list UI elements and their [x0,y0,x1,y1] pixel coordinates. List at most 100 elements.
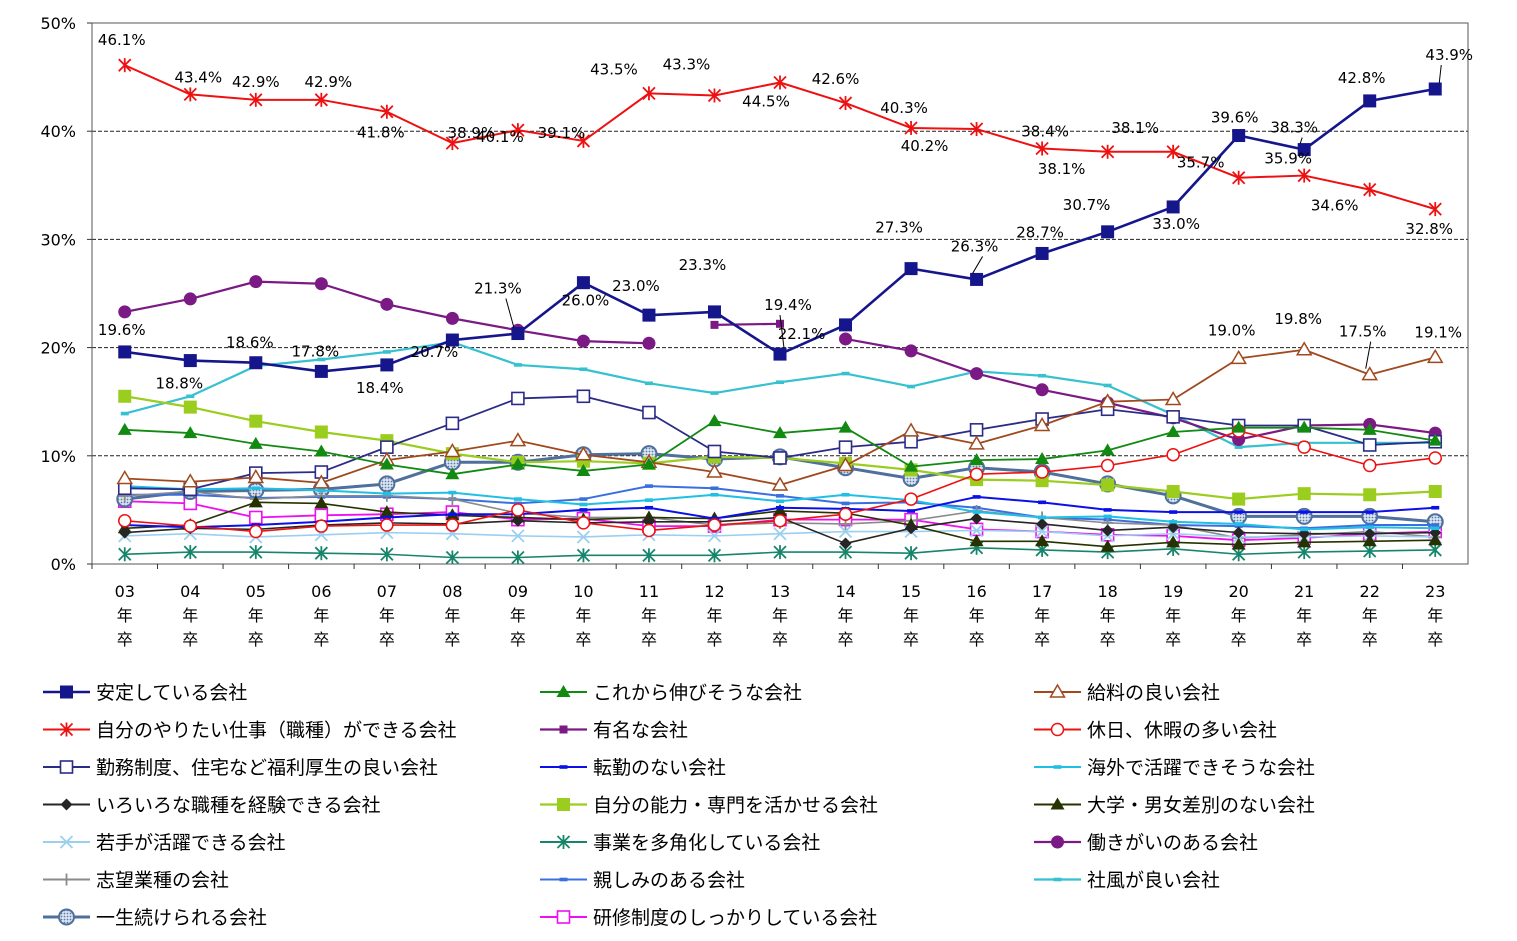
series-1-point-22 [1362,422,1377,435]
xtick-label-11-grad: 卒 [641,630,657,649]
series-12-point-12 [707,529,722,543]
series-0-point-17 [1035,246,1049,260]
series-5-point-18 [1100,458,1115,473]
data-label-3-15: 40.3% [880,99,928,117]
series-5-point-05 [249,524,263,539]
legend-marker-7 [559,765,568,769]
data-label-0-11: 23.0% [612,277,660,295]
legend-item-16: 親しみのある会社 [540,870,745,892]
xtick-label-13-grad: 卒 [772,630,788,649]
xtick-label-22-grad: 卒 [1362,630,1378,649]
series-0-point-05 [249,356,263,370]
series-9-point-18 [1101,524,1114,537]
legend-item-13: 事業を多角化している会社 [540,832,820,854]
series-17-point-03 [120,411,129,416]
series-11-point-13 [773,503,787,516]
series-6-point-10 [576,389,591,404]
legend-marker-11 [1050,797,1065,810]
series-14-point-08 [445,311,459,325]
data-label-0-20: 39.6% [1211,109,1259,127]
series-13-point-15 [904,546,918,561]
series-8-point-09 [513,497,522,501]
series-12-point-19 [1166,527,1180,541]
data-label-0-14: 22.1% [778,325,826,343]
series-14-point-16 [970,367,984,381]
series-10-point-22 [1363,488,1377,502]
xtick-label-22-year: 年 [1362,606,1378,625]
series-13-point-21 [1297,545,1311,560]
xtick-label-19: 19 [1163,582,1183,601]
series-0-point-09 [511,327,525,341]
series-3-point-08 [445,136,460,151]
legend-item-5: 休日、休暇の多い会社 [1034,720,1277,742]
series-13-point-23 [1428,542,1442,557]
xtick-label-12-grad: 卒 [706,630,722,649]
series-5-point-13 [773,513,787,528]
data-label-3-22: 34.6% [1311,197,1359,215]
series-17-point-12 [710,391,719,395]
xtick-label-03-year: 年 [117,606,133,625]
series-12-point-13-b [773,527,787,541]
xtick-label-23: 23 [1425,582,1445,601]
data-label-2-23: 19.1% [1414,323,1462,341]
data-label-0-06: 17.8% [292,342,340,360]
series-17-point-10 [579,367,588,372]
series-5-point-22 [1362,458,1377,473]
series-17-point-04 [186,394,195,399]
series-4-point-12 [710,320,719,329]
legend-label-16: 親しみのある会社 [593,870,745,892]
data-label-3-19: 38.1% [1111,119,1159,137]
data-label-3-07: 41.8% [357,124,405,142]
series-1-point-18 [1100,443,1115,456]
series-14-point-17 [1035,383,1049,397]
series-12-point-16-b [969,523,984,538]
xtick-label-08-year: 年 [444,606,460,625]
series-8-point-07 [382,491,391,496]
data-label-3-17: 38.4% [1021,123,1069,141]
data-label-3-21: 35.9% [1264,150,1312,168]
data-label-3-14: 42.6% [812,70,860,88]
series-7-point-15 [907,509,916,513]
series-9-point-16 [970,512,983,525]
xtick-label-14-year: 年 [838,606,854,625]
legend-item-3: 自分のやりたい仕事（職種）ができる会社 [43,720,457,742]
legend-marker-2 [1049,683,1066,698]
xtick-label-15-grad: 卒 [903,630,919,649]
xtick-label-07-year: 年 [379,606,395,625]
series-2-point-19 [1164,391,1182,406]
series-10-point-06 [314,425,328,439]
series-16-point-12 [710,486,719,491]
series-11-point-07 [379,505,394,518]
legend-label-15: 志望業種の会社 [96,870,229,892]
series-10-point-03 [118,389,132,403]
series-16-point-20 [1234,524,1243,528]
data-label-3-20: 35.7% [1177,154,1225,172]
series-1-point-06 [314,444,329,457]
series-10-point-18 [1101,478,1115,492]
series-2-point-12 [706,463,723,478]
data-label-3-12: 43.3% [663,55,711,73]
xtick-label-12-year: 年 [706,606,722,625]
xtick-label-17-grad: 卒 [1034,630,1050,649]
legend-label-18: 一生続けられる会社 [96,907,267,929]
series-5-point-06 [314,519,329,533]
series-2-point-13 [771,476,789,491]
series-13-point-10 [576,548,591,563]
series-11-point-23 [1428,533,1443,546]
series-17 [120,340,1440,449]
series-2-point-15 [902,422,920,437]
series-6-point-19 [1166,410,1180,424]
legend: 安定している会社 これから伸びそうな会社 給料の良い会社自分のやりたい仕事（職種）が… [43,682,1315,929]
series-16-point-13 [776,494,784,498]
legend-marker-5 [1050,722,1065,737]
legend-marker-0 [60,685,73,699]
series-0-point-04 [183,354,197,368]
series-10-point-04 [183,400,197,414]
series-0-point-11 [642,308,656,322]
xtick-label-14-grad: 卒 [838,630,854,649]
series-17-point-17 [1038,373,1047,378]
legend-marker-3 [59,722,74,737]
legend-item-7: 転勤のない会社 [540,757,726,779]
series-5-point-21 [1297,440,1311,454]
xtick-label-16-year: 年 [969,606,985,625]
